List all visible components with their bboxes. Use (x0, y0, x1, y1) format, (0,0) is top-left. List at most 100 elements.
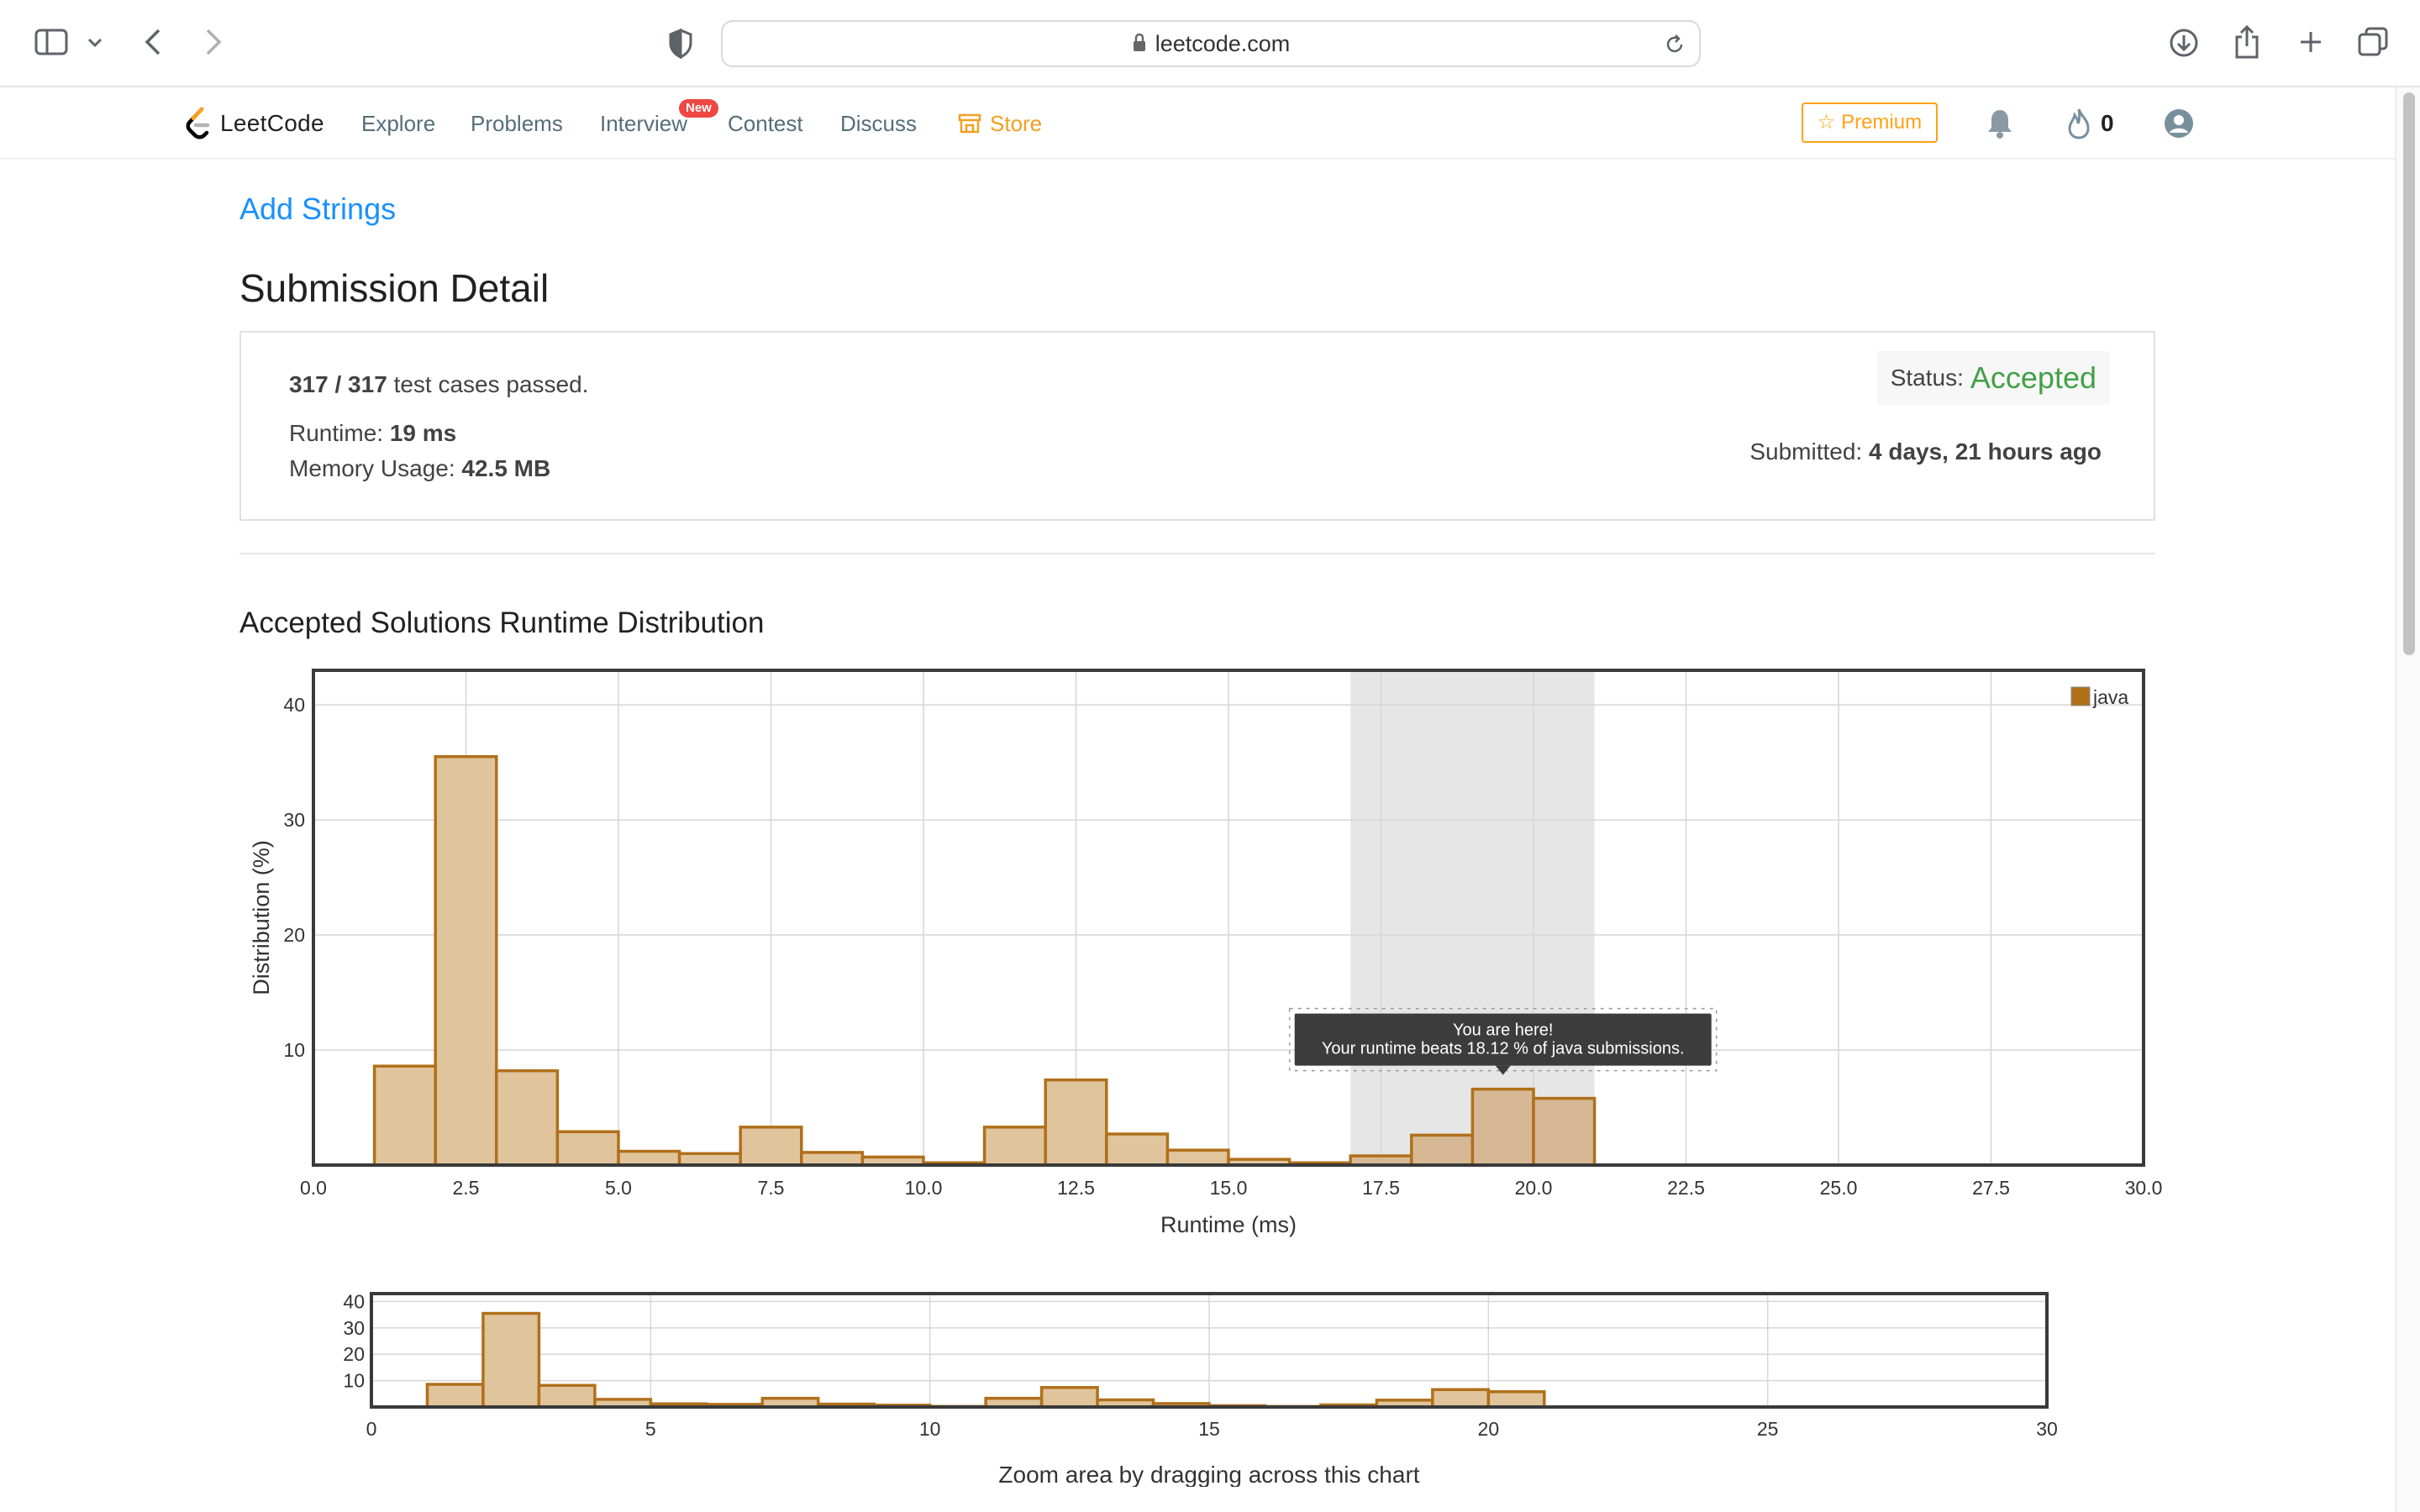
zoom-navigator-chart[interactable]: 0 5 10 15 20 25 30 10 20 30 40 Zoom area by draggin… (311, 1277, 2075, 1487)
x-tick-label: 5.0 (605, 1177, 632, 1199)
url-text-row: leetcode.com (723, 22, 1699, 66)
page-title: Submission Detail (239, 266, 550, 310)
nav-plot-frame (370, 1292, 2049, 1409)
x-tick-label: 17.5 (1362, 1177, 1400, 1199)
nav-contest-link[interactable]: Contest (728, 111, 803, 136)
nav-discuss-link[interactable]: Discuss (840, 111, 918, 136)
url-text: leetcode.com (1155, 31, 1291, 56)
tab-overview-icon[interactable] (2354, 24, 2391, 60)
histogram-bar (982, 1126, 1047, 1167)
test-cases-count: 317 / 317 (289, 371, 387, 397)
section-divider (239, 553, 2155, 554)
reload-icon[interactable] (1662, 32, 1687, 57)
y-axis-label: Distribution (%) (249, 840, 274, 995)
nav-x-tick-label: 15 (1198, 1418, 1220, 1440)
nav-histogram-bar (1486, 1390, 1546, 1409)
streak-fire-icon[interactable] (2064, 106, 2094, 141)
submission-detail-card: 317 / 317 test cases passed. Runtime: 19… (239, 331, 2155, 521)
highlight-band (1350, 670, 1595, 1165)
x-tick-label: 2.5 (453, 1177, 480, 1199)
chevron-down-icon[interactable] (84, 30, 106, 55)
scrollbar-thumb[interactable] (2403, 92, 2415, 655)
nav-explore-link[interactable]: Explore (361, 111, 436, 136)
premium-button[interactable]: ☆ Premium (1802, 102, 1938, 143)
histogram-bar (1044, 1078, 1108, 1167)
new-badge: New (679, 99, 718, 118)
page-scrollbar[interactable] (2395, 87, 2420, 1512)
histogram-bar (739, 1126, 803, 1167)
tooltip-box (1294, 1013, 1712, 1066)
histogram-bar (1410, 1133, 1475, 1167)
nav-problems-link[interactable]: Problems (471, 111, 563, 136)
tooltip-pointer (1495, 1065, 1511, 1075)
download-icon[interactable] (2166, 25, 2202, 60)
legend-swatch (2070, 686, 2091, 706)
memory-value: 42.5 MB (461, 455, 551, 481)
nav-x-tick-label: 10 (919, 1418, 941, 1440)
x-tick-label: 27.5 (1972, 1177, 2010, 1199)
site-navbar: LeetCode Explore Problems Interview Cont… (0, 87, 2395, 160)
leetcode-logo[interactable]: LeetCode (185, 104, 324, 143)
nav-histogram-bar (1431, 1388, 1491, 1409)
x-axis-label: Runtime (ms) (1160, 1212, 1297, 1237)
nav-x-tick-label: 20 (1478, 1418, 1500, 1440)
chart-heading: Accepted Solutions Runtime Distribution (239, 606, 765, 639)
sidebar-toggle-icon[interactable] (32, 25, 71, 59)
address-bar[interactable]: leetcode.com (721, 20, 1701, 67)
x-tick-label: 12.5 (1057, 1177, 1095, 1199)
nav-y-tick-label: 30 (343, 1317, 365, 1339)
y-tick-label: 20 (283, 924, 305, 946)
x-tick-label: 10.0 (905, 1177, 943, 1199)
runtime-value: 19 ms (389, 420, 457, 446)
runtime-line: Runtime: 19 ms (289, 420, 456, 447)
problem-title-link[interactable]: Add Strings (239, 192, 397, 226)
status-box: Status: Accepted (1876, 351, 2110, 405)
memory-line: Memory Usage: 42.5 MB (289, 455, 550, 482)
lock-icon (1132, 24, 1147, 67)
nav-y-tick-label: 10 (343, 1370, 365, 1392)
user-avatar-icon[interactable] (2161, 106, 2196, 141)
runtime-distribution-chart[interactable]: 0.0 2.5 5.0 7.5 10.0 12.5 15.0 17.5 20.0 22.5 25.0… (227, 655, 2193, 1252)
test-cases-line: 317 / 317 test cases passed. (289, 371, 588, 398)
nav-interview-link[interactable]: Interview (600, 111, 688, 136)
nav-store-link[interactable]: Store (958, 87, 1042, 160)
tooltip-line-2: Your runtime beats 18.12 % of java submi… (1322, 1040, 1685, 1058)
nav-y-tick-label: 20 (343, 1343, 365, 1365)
premium-label: Premium (1841, 111, 1923, 134)
nav-histogram-bar (537, 1383, 597, 1409)
histogram-bar (555, 1130, 620, 1167)
status-value[interactable]: Accepted (1970, 360, 2096, 395)
nav-y-tick-label: 40 (343, 1290, 365, 1312)
y-tick-label: 10 (283, 1039, 305, 1061)
submitted-label: Submitted: (1749, 438, 1863, 465)
tooltip-outline (1288, 1007, 1718, 1072)
histogram-bar (1470, 1087, 1535, 1167)
nav-x-tick-label: 30 (2036, 1418, 2058, 1440)
histogram-bar (495, 1068, 560, 1167)
tooltip-line-1: You are here! (1453, 1021, 1553, 1040)
histogram-bar (434, 754, 498, 1167)
histogram-bar (1105, 1132, 1170, 1167)
forward-arrow-icon[interactable] (198, 25, 229, 59)
back-arrow-icon[interactable] (138, 25, 168, 59)
new-tab-plus-icon[interactable] (2294, 25, 2328, 59)
nav-x-tick-label: 5 (645, 1418, 656, 1440)
nav-x-tick-label: 0 (366, 1418, 377, 1440)
x-tick-label: 20.0 (1515, 1177, 1553, 1199)
x-tick-label: 7.5 (758, 1177, 785, 1199)
histogram-bar (677, 1152, 742, 1167)
test-cases-suffix: test cases passed. (393, 371, 589, 397)
histogram-bar (372, 1064, 437, 1167)
memory-label: Memory Usage: (289, 455, 455, 481)
share-icon[interactable] (2230, 22, 2264, 60)
nav-histogram-bar (425, 1383, 485, 1409)
notification-bell-icon[interactable] (1983, 106, 2017, 141)
store-label: Store (990, 111, 1043, 136)
histogram-bar (800, 1151, 865, 1167)
histogram-bar (617, 1149, 681, 1167)
histogram-bar (1532, 1096, 1597, 1167)
submitted-value: 4 days, 21 hours ago (1869, 438, 2102, 465)
browser-toolbar: leetcode.com (0, 0, 2420, 87)
privacy-shield-icon[interactable] (664, 25, 697, 62)
y-tick-label: 40 (283, 694, 305, 716)
